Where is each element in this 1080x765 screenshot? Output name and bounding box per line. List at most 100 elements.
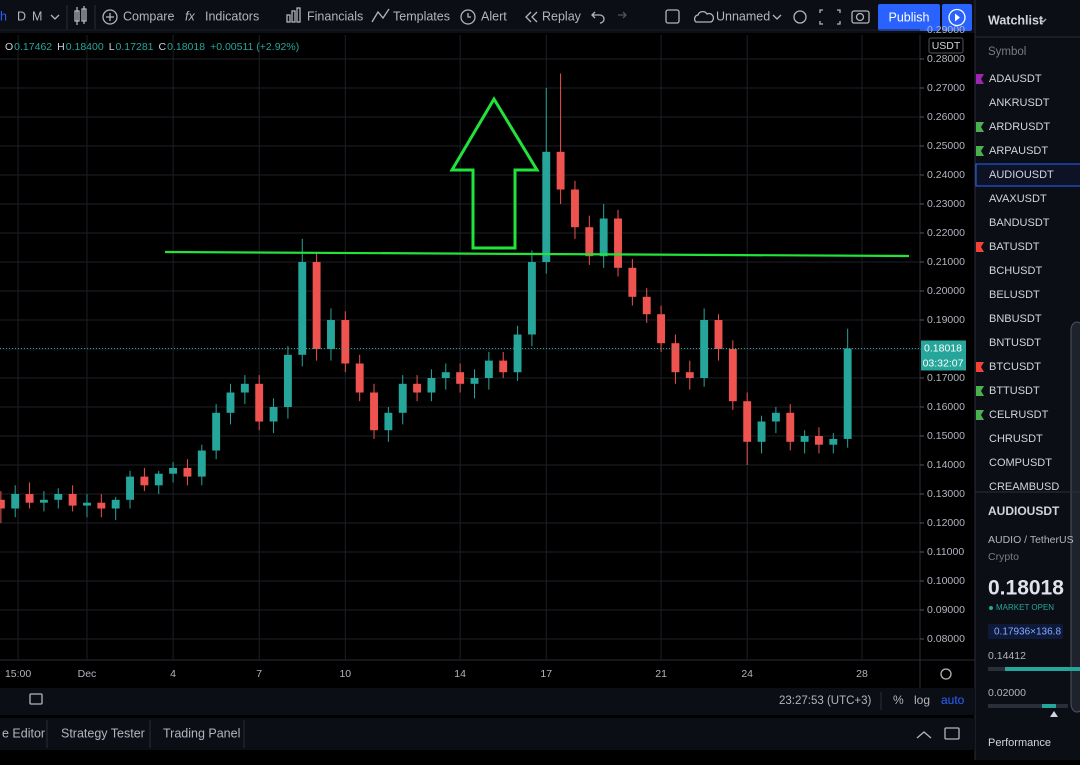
row-flag[interactable] xyxy=(976,410,984,420)
publish-button[interactable] xyxy=(878,4,940,31)
candle-body xyxy=(671,343,680,373)
currency-box[interactable] xyxy=(928,37,964,54)
watchlist-symbol[interactable]: BTTUSDT xyxy=(989,385,1040,397)
row-flag[interactable] xyxy=(976,146,984,156)
watchlist-symbol[interactable]: AUDIOUSDT xyxy=(989,169,1054,181)
cloud-icon[interactable] xyxy=(693,10,715,23)
currency: USDT xyxy=(932,40,961,52)
tab[interactable]: Trading Panel xyxy=(163,726,240,740)
watchlist-symbol[interactable]: COMPUSDT xyxy=(989,457,1052,469)
maximize-button[interactable] xyxy=(944,727,960,740)
compare-button[interactable]: Compare xyxy=(123,9,174,23)
settings-button[interactable] xyxy=(793,10,807,24)
details-price: 0.18018 xyxy=(988,577,1064,600)
watchlist-symbol[interactable]: BNTUSDT xyxy=(989,337,1041,349)
indicators-button[interactable]: Indicators xyxy=(205,9,259,23)
candle-body xyxy=(771,412,780,422)
replay-icon[interactable] xyxy=(525,11,538,23)
candle-body xyxy=(700,320,709,379)
last-price-label xyxy=(921,340,966,371)
watchlist-symbol[interactable]: BATUSDT xyxy=(989,241,1040,253)
redo-button[interactable] xyxy=(618,11,627,19)
log-toggle[interactable]: log xyxy=(914,693,930,707)
tab[interactable]: Strategy Tester xyxy=(61,726,145,740)
candle-body xyxy=(542,151,551,263)
date-range-button[interactable] xyxy=(29,693,43,705)
column-header[interactable]: Symbol xyxy=(988,46,1026,58)
last-price: 0.18018 xyxy=(924,342,962,354)
watchlist-symbol[interactable]: ANKRUSDT xyxy=(989,97,1050,109)
candle-body xyxy=(269,407,278,422)
watchlist-symbol[interactable]: ARPAUSDT xyxy=(989,145,1048,157)
watchlist-symbol[interactable]: CREAMBUSD xyxy=(989,481,1059,493)
watchlist-symbol[interactable]: BCHUSDT xyxy=(989,265,1042,277)
row-flag[interactable] xyxy=(976,362,984,372)
candle-body xyxy=(642,296,651,315)
watchlist-title[interactable]: Watchlist xyxy=(988,13,1044,27)
indicators-icon[interactable]: fx xyxy=(185,9,195,23)
tab[interactable]: e Editor xyxy=(2,726,45,740)
watchlist-symbol[interactable]: BANDUSDT xyxy=(989,217,1050,229)
interval-month[interactable]: M xyxy=(32,9,42,23)
snapshot-button[interactable] xyxy=(851,10,870,24)
interval[interactable]: h xyxy=(0,9,7,23)
watchlist-symbol[interactable]: CHRUSDT xyxy=(989,433,1043,445)
candle-body xyxy=(226,392,235,413)
layout-menu[interactable] xyxy=(772,14,782,20)
templates-button[interactable]: Templates xyxy=(393,9,450,23)
publish-label[interactable]: Publish xyxy=(889,10,930,24)
watchlist-symbol[interactable]: ARDRUSDT xyxy=(989,121,1050,133)
drawn-trend-line[interactable] xyxy=(164,250,910,258)
candle-body xyxy=(829,438,838,445)
candle-body xyxy=(614,218,622,268)
bottom-toolbar xyxy=(0,688,975,715)
interval-menu[interactable] xyxy=(50,14,60,20)
chart-type-icon[interactable] xyxy=(74,6,87,25)
candle-body xyxy=(499,360,508,373)
watchlist-symbol[interactable]: ADAUSDT xyxy=(989,73,1042,85)
row-flag[interactable] xyxy=(976,122,984,132)
axis-settings[interactable] xyxy=(940,668,952,680)
candle-body xyxy=(513,334,522,373)
candle-body xyxy=(470,378,479,384)
y-tick-label: 0.26000 xyxy=(927,111,965,123)
collapse-button[interactable] xyxy=(916,731,932,739)
candle-body xyxy=(571,189,579,228)
watchlist-symbol[interactable]: BNBUSDT xyxy=(989,313,1042,325)
financials-icon[interactable] xyxy=(286,7,301,23)
undo-button[interactable] xyxy=(591,11,605,24)
financials-button[interactable]: Financials xyxy=(307,9,363,23)
watchlist-symbol[interactable]: CELRUSDT xyxy=(989,409,1049,421)
y-tick-label: 0.16000 xyxy=(927,401,965,413)
row-flag[interactable] xyxy=(976,386,984,396)
interval-day[interactable]: D xyxy=(17,9,26,23)
candle-body xyxy=(800,436,809,442)
watchlist-menu[interactable] xyxy=(1039,18,1047,23)
layout-button[interactable] xyxy=(665,9,680,24)
details-symbol: AUDIOUSDT xyxy=(988,504,1060,518)
percent-toggle[interactable]: % xyxy=(893,693,904,707)
candle-body xyxy=(255,383,264,422)
watchlist-symbol[interactable]: AVAXUSDT xyxy=(989,193,1047,205)
day-range-bar xyxy=(1005,667,1080,671)
row-flag[interactable] xyxy=(976,74,984,84)
candle-body xyxy=(628,267,637,297)
compare-icon[interactable] xyxy=(102,9,118,25)
candle-body xyxy=(298,262,307,355)
layout-name[interactable]: Unnamed xyxy=(716,9,770,23)
drawn-arrow[interactable] xyxy=(449,96,540,250)
watchlist-symbol[interactable]: BTCUSDT xyxy=(989,361,1041,373)
details-name: AUDIO / TetherUS xyxy=(988,534,1074,546)
alert-button[interactable]: Alert xyxy=(481,9,507,23)
candle-body xyxy=(327,320,335,350)
candle-body xyxy=(39,499,48,503)
replay-button[interactable]: Replay xyxy=(542,9,582,23)
templates-icon[interactable] xyxy=(371,8,390,23)
auto-toggle[interactable]: auto xyxy=(941,693,965,707)
bottom-tabs xyxy=(0,718,975,750)
watchlist-symbol[interactable]: BELUSDT xyxy=(989,289,1040,301)
alert-icon[interactable] xyxy=(460,9,476,25)
fullscreen-button[interactable] xyxy=(819,9,841,25)
row-flag[interactable] xyxy=(976,242,984,252)
y-tick-label: 0.27000 xyxy=(927,82,965,94)
